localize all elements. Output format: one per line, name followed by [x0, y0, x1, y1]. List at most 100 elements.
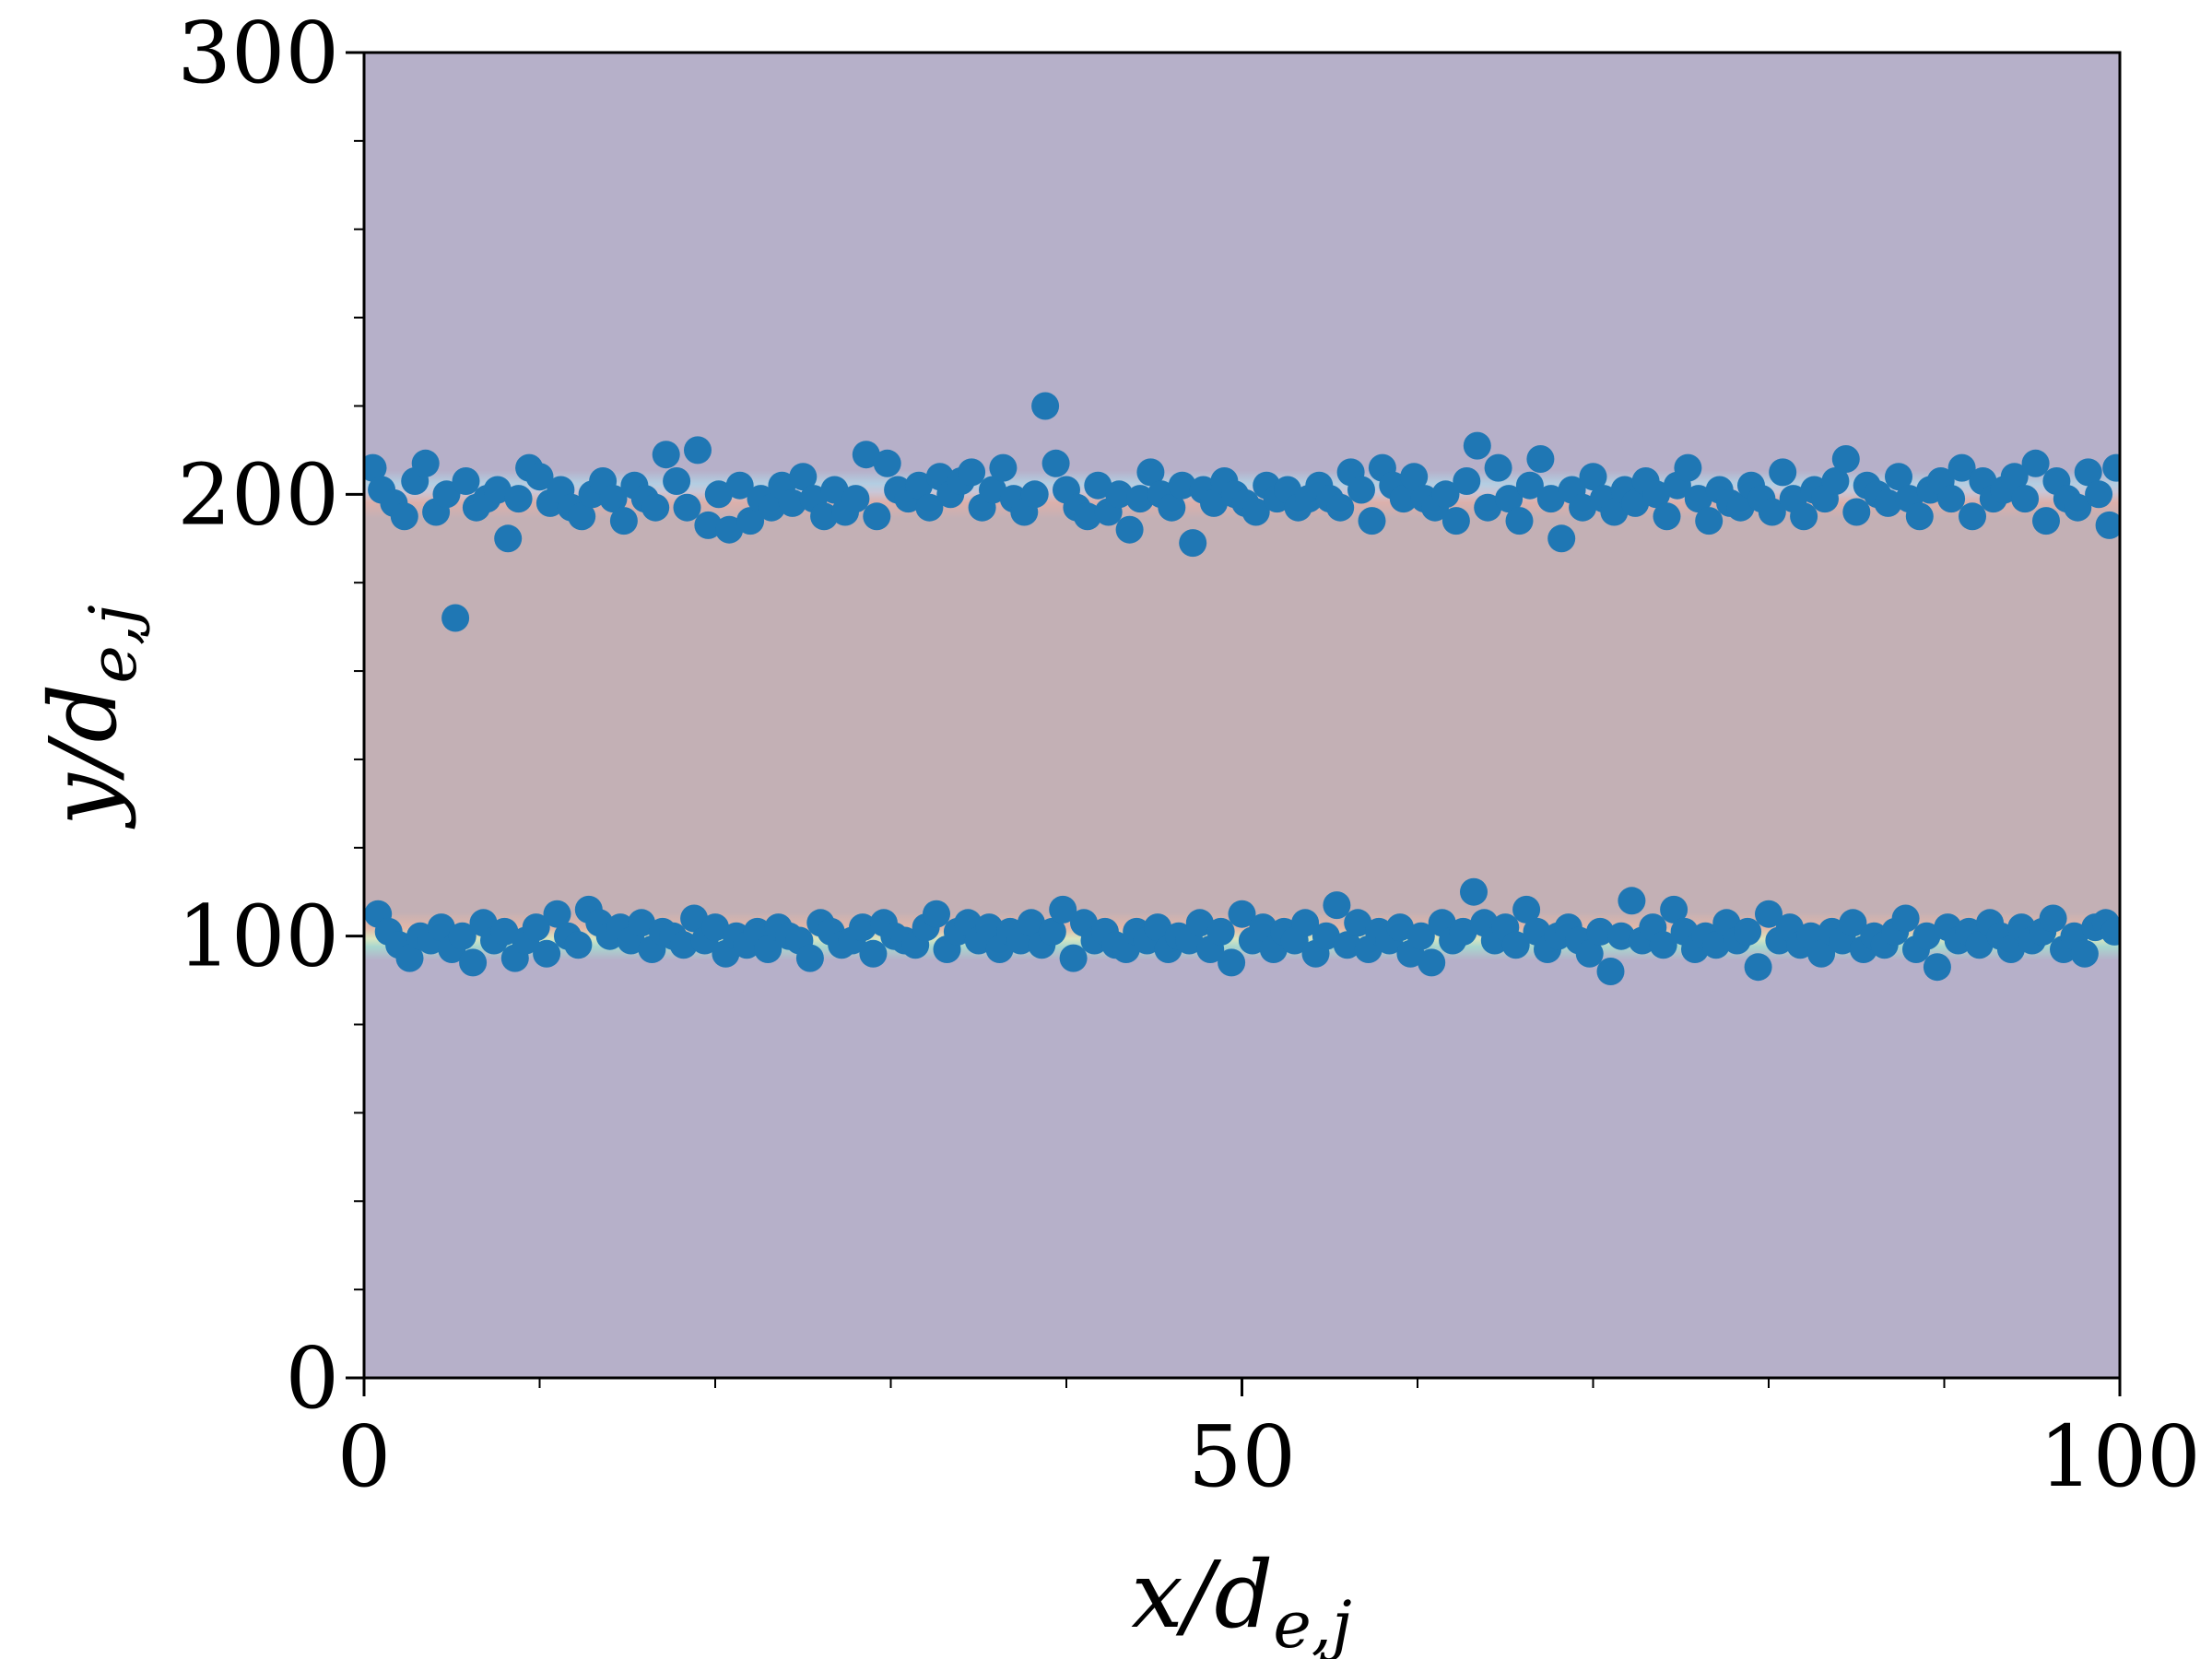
scatter-point — [504, 485, 533, 513]
scatter-point — [736, 507, 765, 535]
scatter-point — [1144, 913, 1172, 942]
scatter-point — [411, 449, 440, 477]
scatter-point — [1769, 458, 1797, 487]
scatter-point — [1041, 449, 1070, 477]
scatter-point — [1241, 498, 1270, 526]
scatter-point — [1073, 502, 1101, 531]
scatter-point — [1831, 445, 1860, 473]
scatter-point — [2085, 480, 2113, 509]
scatter-point — [1618, 887, 1646, 915]
scatter-point — [673, 493, 701, 522]
scatter-point — [715, 515, 744, 544]
scatter-point — [849, 913, 877, 942]
scatter-point — [1358, 507, 1386, 535]
y-axis-tick-labels: 0 100 200 300 — [177, 4, 339, 1428]
scatter-point — [810, 502, 839, 531]
scatter-point — [599, 485, 628, 513]
y-tick-label: 100 — [177, 888, 339, 986]
scatter-point — [1515, 471, 1544, 500]
scatter-point — [1449, 917, 1477, 946]
scatter-point — [390, 502, 418, 531]
scatter-point — [1218, 948, 1246, 977]
scatter-point — [543, 900, 571, 928]
scatter-point — [1607, 922, 1635, 950]
scatter-point — [609, 507, 638, 535]
scatter-point — [1596, 958, 1625, 985]
scatter-point — [494, 524, 523, 553]
scatter-point — [1937, 485, 1966, 513]
scatter-point — [2100, 917, 2120, 946]
scatter-point — [1059, 944, 1088, 972]
y-axis-label-subscript: e,j — [76, 605, 151, 683]
scatter-point — [1206, 917, 1235, 946]
scatter-point — [2074, 458, 2102, 487]
scatter-point — [1912, 922, 1941, 950]
scatter-point — [1649, 931, 1677, 959]
scatter-point — [432, 480, 461, 509]
scatter-point — [1105, 480, 1134, 509]
scatter-point — [1049, 895, 1077, 924]
scatter-point — [1115, 515, 1144, 544]
scatter-point — [989, 453, 1018, 482]
scatter-point — [2011, 485, 2040, 513]
scatter-points — [364, 392, 2120, 985]
scatter-point — [490, 917, 519, 946]
scatter-point — [663, 467, 691, 495]
scatter-point — [694, 511, 723, 539]
scatter-point — [1406, 922, 1435, 950]
y-tick-label: 300 — [177, 4, 339, 102]
scatter-point — [1249, 913, 1277, 942]
scatter-point — [1726, 493, 1755, 522]
scatter-point — [2102, 453, 2120, 482]
scatter-point — [958, 458, 986, 487]
scatter-point — [1874, 488, 1902, 517]
scatter-point — [863, 502, 891, 531]
scatter-point — [1200, 488, 1228, 517]
scatter-point — [448, 922, 477, 950]
scatter-point — [1495, 485, 1524, 513]
scatter-point — [427, 913, 455, 942]
scatter-point — [684, 436, 712, 465]
y-axis-label-main: y/d — [29, 684, 137, 830]
scatter-point — [568, 502, 596, 531]
x-axis-tick-labels: 0 50 100 — [337, 1407, 2201, 1506]
scatter-point — [1575, 939, 1604, 968]
scatter-point — [1460, 877, 1488, 906]
scatter-point — [364, 453, 387, 482]
scatter-point — [2032, 507, 2060, 535]
scatter-point — [395, 944, 424, 972]
scatter-point — [441, 604, 470, 632]
scatter-point — [795, 944, 824, 972]
scatter-point — [1179, 529, 1207, 558]
scatter-point — [533, 939, 561, 968]
scatter-point — [669, 931, 698, 959]
scatter-point — [1807, 939, 1836, 968]
scatter-point — [1536, 485, 1565, 513]
scatter-point — [2000, 463, 2029, 491]
scatter-point — [1621, 488, 1650, 517]
scatter-point — [1526, 445, 1555, 473]
scatter-point — [1965, 931, 1994, 959]
scatter-point — [1758, 498, 1786, 526]
scatter-point — [1653, 502, 1681, 531]
scatter-point — [1701, 931, 1730, 959]
scatter-point — [789, 463, 818, 491]
y-axis-label: y/de,j — [29, 605, 151, 830]
scatter-point — [2064, 493, 2092, 522]
scatter-point — [2021, 449, 2050, 477]
scatter-point — [1905, 502, 1934, 531]
x-tick-label: 50 — [1188, 1407, 1296, 1506]
scatter-point — [1323, 891, 1351, 920]
scatter-point — [701, 913, 729, 942]
scatter-point — [1084, 471, 1112, 500]
scatter-point — [754, 935, 782, 963]
scatter-point — [522, 913, 550, 942]
scatter-point — [483, 476, 512, 504]
x-axis-ticks — [362, 1378, 2122, 1396]
scatter-point — [841, 485, 870, 513]
scatter-point — [1744, 953, 1772, 982]
scatter-point — [1031, 392, 1060, 420]
scatter-point — [704, 480, 733, 509]
scatter-point — [1547, 524, 1576, 553]
